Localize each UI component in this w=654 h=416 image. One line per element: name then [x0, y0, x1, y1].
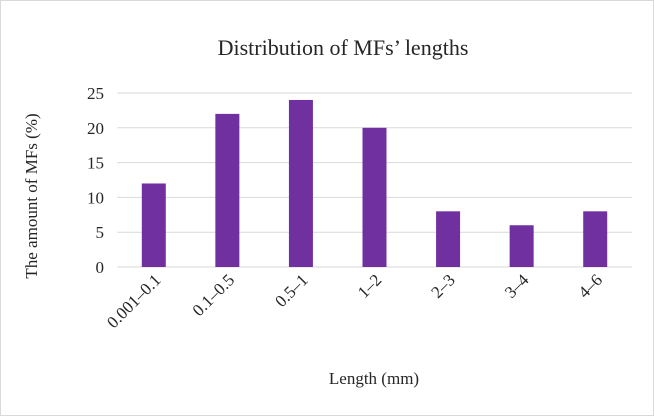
y-tick-label: 20	[87, 119, 104, 138]
x-axis-ticks: 0.001–0.1 0.1–0.5 0.5–1 1–2 2–3 3–4 4–6	[103, 270, 606, 332]
x-tick-label: 3–4	[501, 270, 533, 302]
y-axis-label: The amount of MFs (%)	[22, 113, 41, 278]
y-tick-label: 25	[87, 84, 104, 103]
bars	[141, 99, 608, 268]
x-tick-label: 0.1–0.5	[189, 270, 238, 319]
x-tick-label: 4–6	[575, 270, 606, 301]
bar-4	[362, 127, 387, 267]
y-tick-label: 10	[87, 188, 104, 207]
bar-5	[436, 211, 461, 267]
x-tick-label: 0.001–0.1	[103, 270, 165, 332]
bar-3	[288, 99, 313, 268]
y-tick-label: 0	[96, 258, 105, 277]
x-tick-label: 0.5–1	[271, 270, 311, 310]
x-tick-label: 2–3	[427, 270, 458, 301]
bar-7	[583, 211, 608, 267]
bar-6	[509, 225, 534, 267]
chart-title: Distribution of MFs’ lengths	[218, 35, 469, 60]
y-axis-ticks: 0 5 10 15 20 25	[87, 84, 104, 277]
bar-2	[215, 113, 240, 267]
y-tick-label: 5	[96, 223, 105, 242]
x-axis-label: Length (mm)	[329, 369, 419, 388]
y-tick-label: 15	[87, 154, 104, 173]
x-tick-label: 1–2	[354, 270, 385, 301]
bar-1	[141, 183, 166, 267]
